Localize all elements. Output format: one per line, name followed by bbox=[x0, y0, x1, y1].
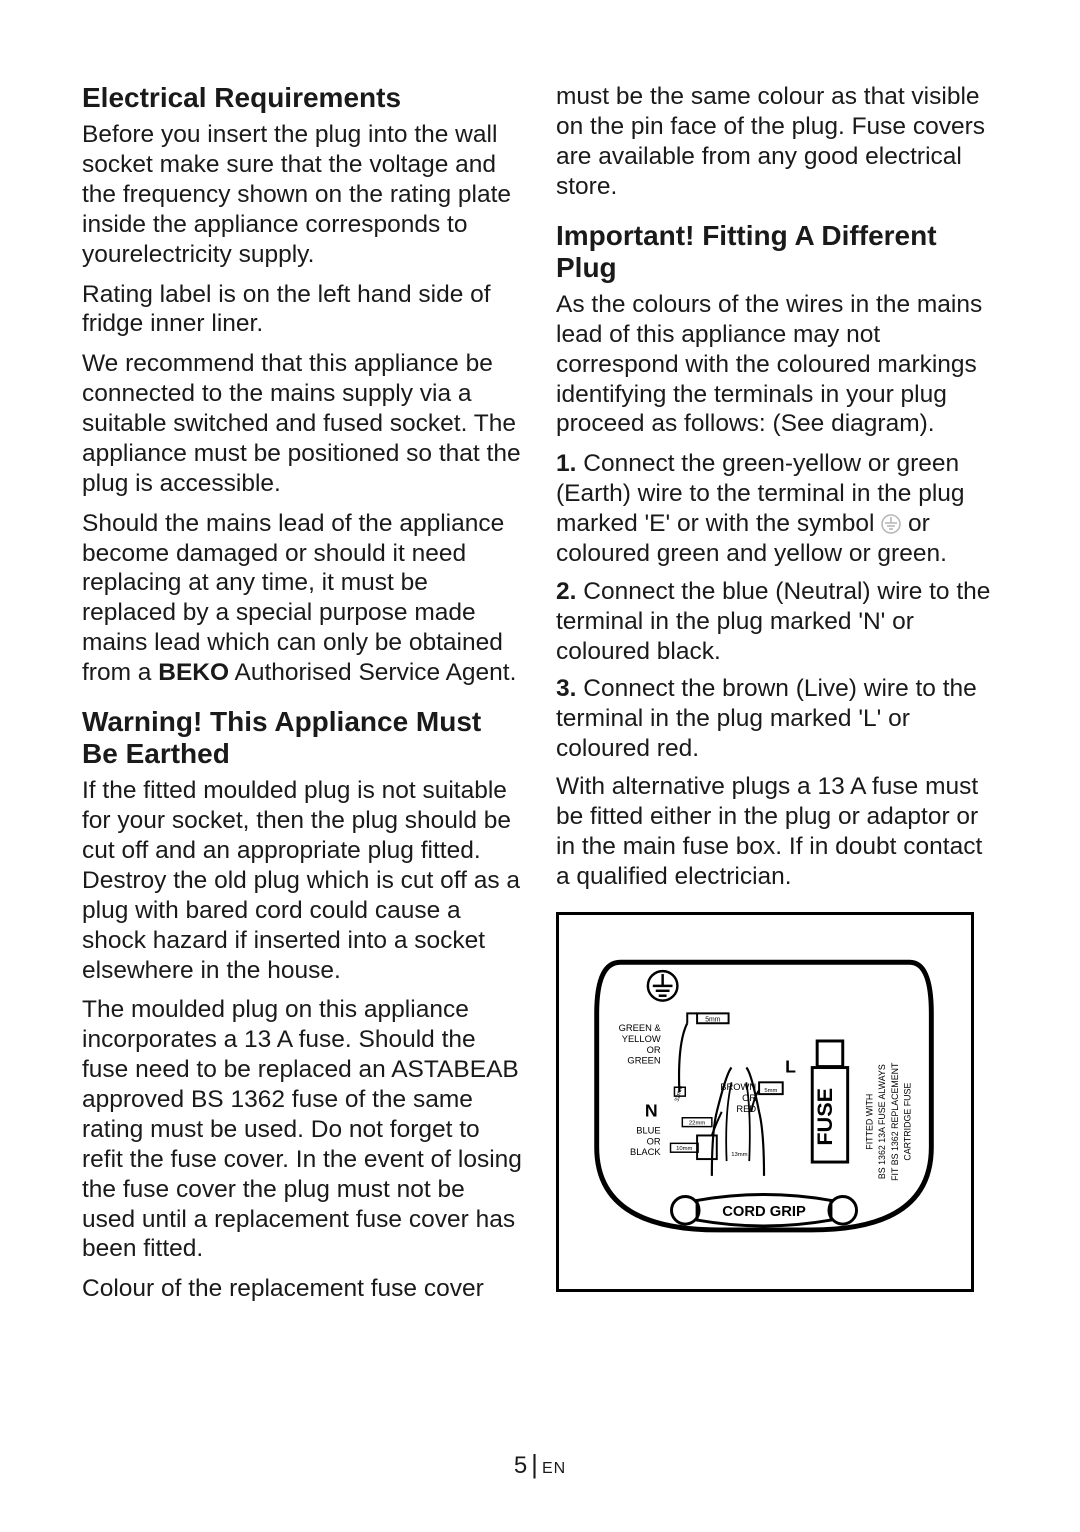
heading-electrical-requirements: Electrical Requirements bbox=[82, 82, 522, 114]
cartridge-fuse: CARTRIDGE FUSE bbox=[903, 1082, 913, 1160]
lbl-or2: OR bbox=[742, 1093, 756, 1103]
fitted-with: FITTED WITH bbox=[864, 1093, 874, 1149]
para-rating-label: Rating label is on the left hand side of… bbox=[82, 280, 522, 340]
dim-22mm: 22mm bbox=[689, 1120, 705, 1126]
step-2: 2. Connect the blue (Neutral) wire to th… bbox=[556, 577, 996, 667]
step-1-num: 1. bbox=[556, 450, 576, 477]
neutral-terminal bbox=[697, 1111, 722, 1158]
earth-symbol bbox=[648, 971, 678, 1001]
lbl-black: BLACK bbox=[630, 1147, 661, 1157]
lbl-blue: BLUE bbox=[636, 1125, 660, 1135]
cord-grip: CORD GRIP bbox=[672, 1194, 857, 1225]
step-3-text: Connect the brown (Live) wire to the ter… bbox=[556, 675, 977, 762]
fuse-side-text: FITTED WITH BS 1362 13A FUSE ALWAYS FIT … bbox=[864, 1061, 912, 1180]
fuse-holder: FUSE bbox=[812, 1040, 848, 1161]
plug-svg: 5mm 32mm 22mm bbox=[559, 915, 971, 1289]
para-intro: Before you insert the plug into the wall… bbox=[82, 120, 522, 269]
lbl-green-and: GREEN & bbox=[619, 1023, 662, 1033]
plug-wiring-diagram: 5mm 32mm 22mm bbox=[556, 912, 974, 1292]
cord-grip-label: CORD GRIP bbox=[722, 1204, 806, 1220]
para-wire-colours: As the colours of the wires in the mains… bbox=[556, 290, 996, 439]
para-alternative-plugs: With alternative plugs a 13 A fuse must … bbox=[556, 772, 996, 892]
wire-labels-left: GREEN & YELLOW OR GREEN BLUE OR BLACK bbox=[619, 1023, 662, 1157]
heading-different-plug: Important! Fitting A Different Plug bbox=[556, 220, 996, 284]
step-3-num: 3. bbox=[556, 675, 576, 702]
brand-beko: BEKO bbox=[158, 659, 229, 686]
page-footer: 5|EN bbox=[0, 1449, 1080, 1480]
step-1: 1. Connect the green-yellow or green (Ea… bbox=[556, 449, 996, 569]
para-fuse-cover-cont: must be the same colour as that visible … bbox=[556, 82, 996, 202]
lbl-N: N bbox=[645, 1100, 658, 1120]
fuse-label: FUSE bbox=[812, 1087, 837, 1145]
step-2-text: Connect the blue (Neutral) wire to the t… bbox=[556, 578, 990, 665]
dim-5mm: 5mm bbox=[705, 1016, 721, 1023]
earth-icon bbox=[881, 512, 901, 532]
lbl-brown: BROWN bbox=[720, 1082, 756, 1092]
para-recommend: We recommend that this appliance be conn… bbox=[82, 349, 522, 498]
para-moulded-plug: If the fitted moulded plug is not suitab… bbox=[82, 776, 522, 985]
lbl-or3: OR bbox=[647, 1136, 661, 1146]
lbl-or1: OR bbox=[647, 1044, 661, 1054]
right-column: must be the same colour as that visible … bbox=[556, 82, 996, 1314]
left-column: Electrical Requirements Before you inser… bbox=[82, 82, 522, 1314]
wire-labels-brown: BROWN OR RED bbox=[720, 1082, 756, 1114]
text: Authorised Service Agent. bbox=[229, 659, 516, 686]
lbl-green: GREEN bbox=[627, 1055, 660, 1065]
page-number: 5 bbox=[514, 1452, 527, 1479]
lbl-L: L bbox=[785, 1056, 796, 1076]
heading-warning-earthed: Warning! This Appliance Must Be Earthed bbox=[82, 706, 522, 770]
footer-sep: | bbox=[531, 1449, 538, 1479]
bs1362-a: BS 1362 13A FUSE ALWAYS bbox=[877, 1064, 887, 1179]
dim-5mm-l: 5mm bbox=[764, 1088, 777, 1094]
dim-10mm: 10mm bbox=[676, 1146, 692, 1152]
step-2-num: 2. bbox=[556, 578, 576, 605]
para-mains-lead: Should the mains lead of the appliance b… bbox=[82, 509, 522, 688]
earth-terminal: 5mm bbox=[679, 1013, 729, 1092]
page-lang: EN bbox=[542, 1460, 566, 1477]
lbl-red: RED bbox=[736, 1103, 756, 1113]
step-3: 3. Connect the brown (Live) wire to the … bbox=[556, 674, 996, 764]
bs1362-b: FIT BS 1362 REPLACEMENT bbox=[890, 1061, 900, 1180]
lbl-yellow: YELLOW bbox=[622, 1033, 661, 1043]
content-columns: Electrical Requirements Before you inser… bbox=[82, 82, 998, 1314]
para-fuse-cover-colour: Colour of the replacement fuse cover bbox=[82, 1274, 522, 1304]
dim-13mm: 13mm bbox=[731, 1152, 747, 1158]
para-fuse: The moulded plug on this appliance incor… bbox=[82, 995, 522, 1264]
